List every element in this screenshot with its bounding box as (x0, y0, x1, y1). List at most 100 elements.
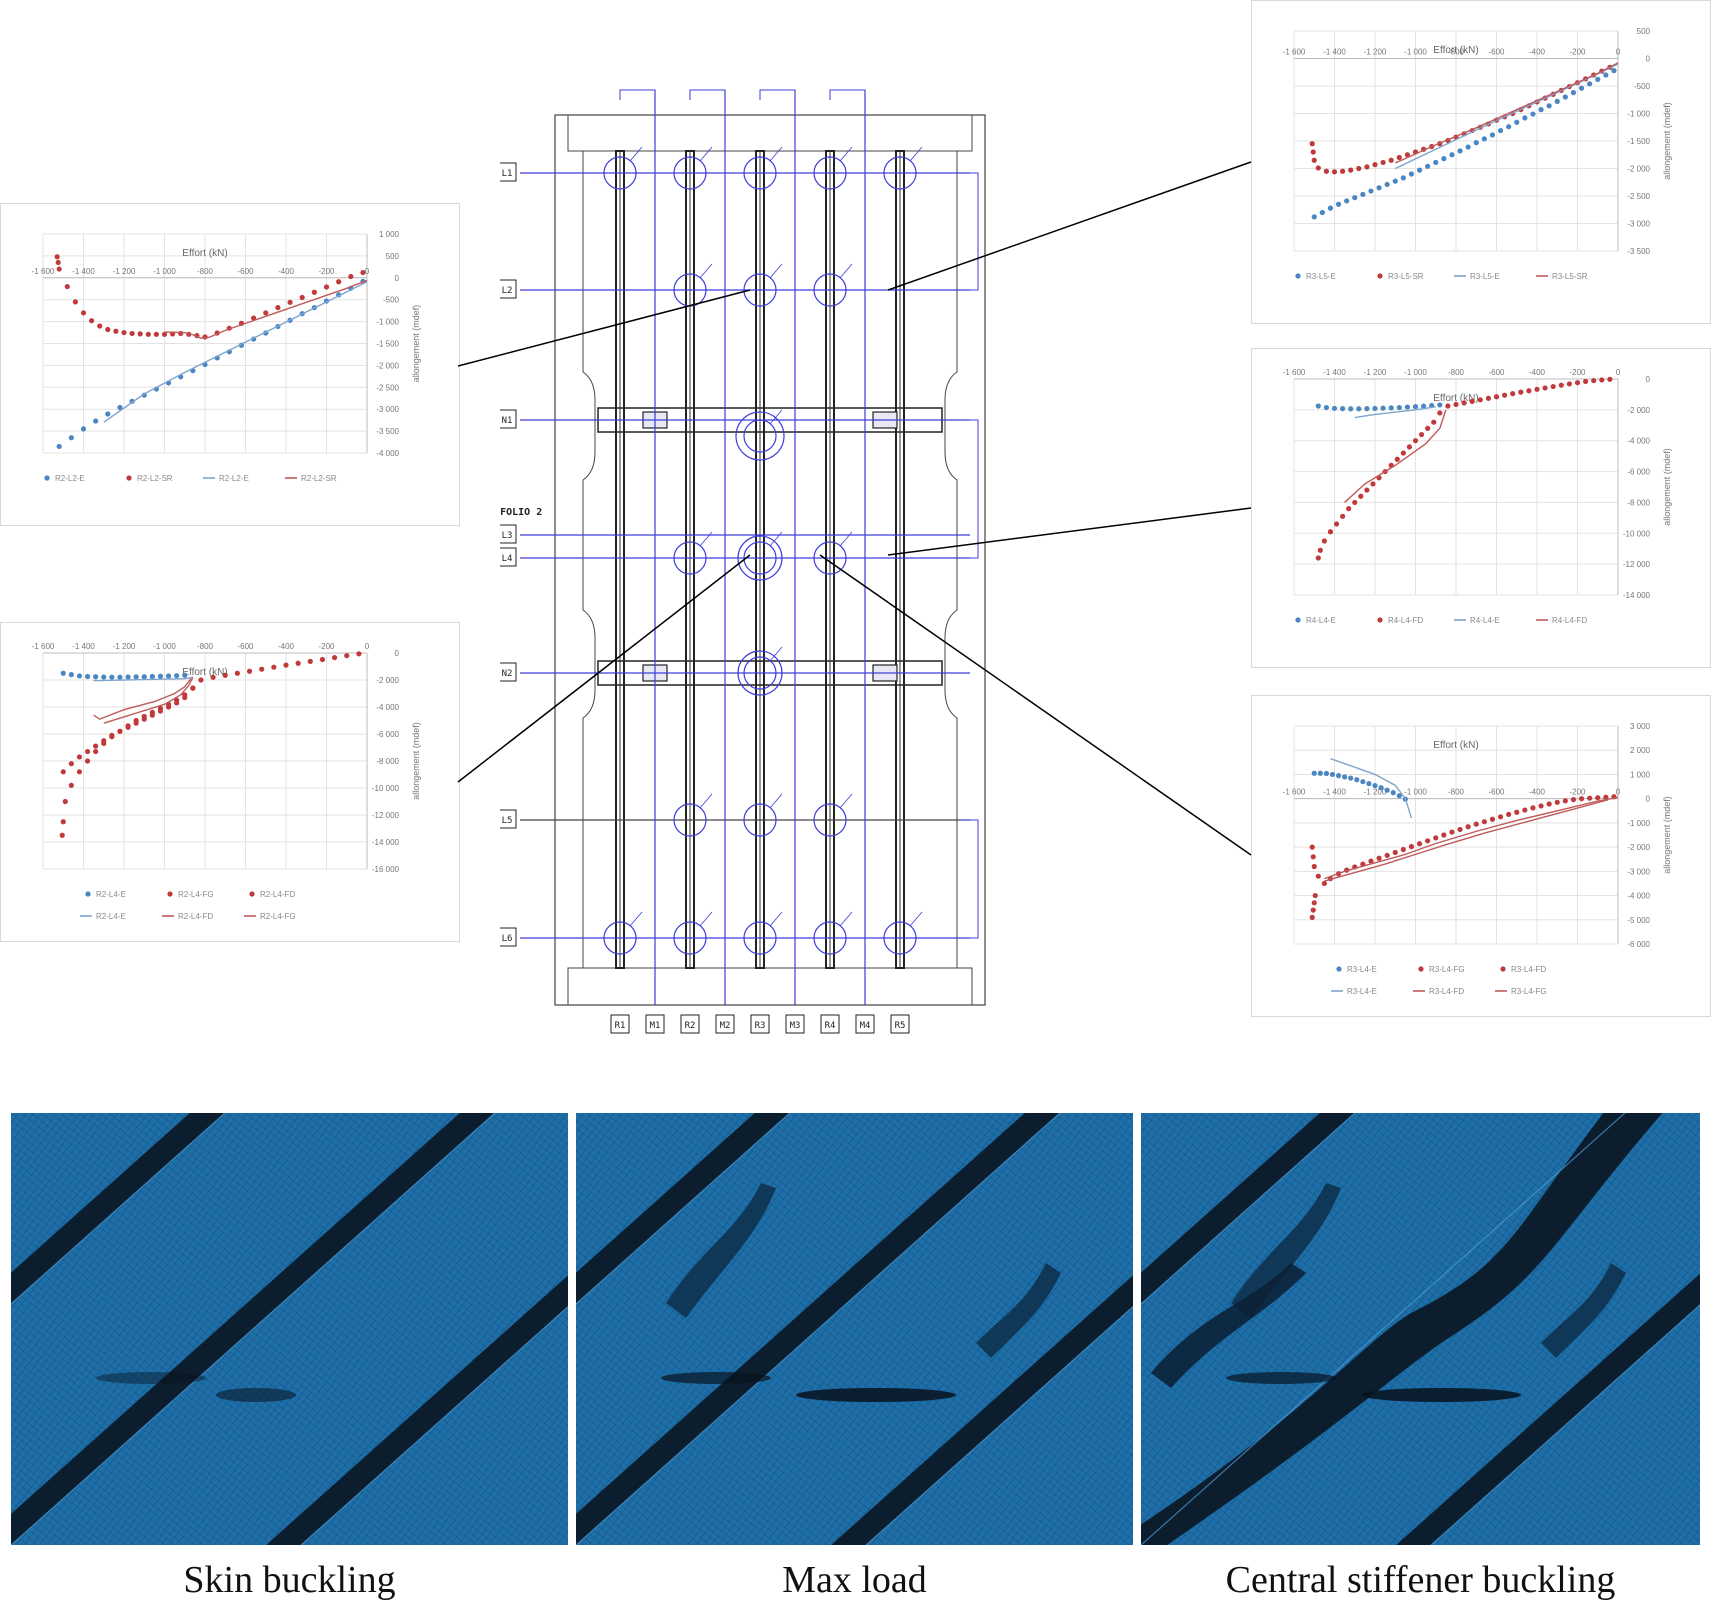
col-label-box (610, 1014, 630, 1034)
data-point (1311, 900, 1317, 906)
fem-mesh-max-load (576, 1113, 1133, 1545)
leader-line (839, 793, 853, 809)
series-line (164, 279, 368, 339)
data-point (1603, 794, 1609, 800)
legend-label: R3-L4-FG (1429, 965, 1465, 974)
data-point (84, 758, 91, 764)
chart-r3-l5: -1 600 -1 400 -1 200 -1 000 -800 -600 -400 -200… (1251, 0, 1711, 324)
data-point (1331, 169, 1338, 175)
legend-swatch (167, 891, 173, 897)
y-tick-label: -14 000 (372, 838, 400, 847)
data-point (1506, 811, 1512, 818)
legend-label: R4-L4-E (1306, 616, 1336, 625)
x-tick-label: -1 200 (1364, 368, 1387, 377)
chart-svg-r3-l4: -1 600 -1 400 -1 200 -1 000 -800 -600 -400 -200… (1283, 722, 1672, 996)
mesh-surface (576, 1113, 1133, 1545)
data-point (1425, 838, 1431, 844)
data-point (344, 653, 350, 659)
y-tick-label: -14 000 (1623, 591, 1651, 600)
x-tick-label: -600 (1488, 48, 1505, 57)
data-point (1591, 377, 1597, 384)
data-point (1356, 406, 1362, 412)
y-tick-label: -2 000 (376, 676, 399, 685)
x-tick-label: -400 (1529, 368, 1546, 377)
x-tick-label: -1 400 (72, 642, 95, 651)
data-point (1603, 72, 1609, 78)
data-point (1453, 401, 1459, 408)
leader-line (769, 646, 783, 662)
leader-line (839, 911, 853, 927)
buckle-wave (1231, 1183, 1341, 1318)
x-tick-label: -800 (197, 267, 214, 276)
gauge-circle (813, 156, 847, 190)
fem-max-load (576, 1113, 1133, 1545)
gauge-circle (673, 156, 707, 190)
y-tick-label: 0 (1646, 55, 1651, 64)
data-point (153, 331, 159, 337)
y-tick-label: -5 000 (1627, 916, 1650, 925)
buckle-wave (1541, 1263, 1626, 1358)
data-point (72, 299, 78, 305)
legend-label: R4-L4-FD (1552, 616, 1587, 625)
y-tick-label: -3 500 (1627, 247, 1650, 256)
y-tick-label: -10 000 (372, 784, 400, 793)
fem-mesh-skin-buckling (11, 1113, 568, 1545)
data-point (1522, 115, 1528, 121)
y-tick-label: -2 500 (376, 383, 399, 392)
data-point (323, 284, 330, 290)
data-point (1315, 555, 1321, 561)
x-tick-label: -1 200 (113, 267, 136, 276)
data-point (1607, 376, 1613, 382)
x-tick-label: -1 000 (153, 267, 176, 276)
y-tick-label: -500 (383, 296, 400, 305)
dimension-bracket (960, 419, 979, 559)
legend-label: R3-L5-E (1306, 272, 1336, 281)
data-point (76, 769, 83, 775)
x-tick-label: -200 (1569, 368, 1586, 377)
leader-line (909, 146, 923, 162)
data-point (1473, 140, 1479, 146)
data-point (299, 294, 305, 301)
legend-label: R3-L5-SR (1552, 272, 1588, 281)
data-point (76, 673, 83, 679)
y-axis-label: allongement (mdef) (1662, 102, 1672, 180)
stiffener-edge (300, 1305, 568, 1545)
data-point (125, 674, 131, 680)
leader-line (699, 793, 713, 809)
data-point (1570, 797, 1577, 803)
data-point (234, 670, 240, 676)
row-label: N1 (502, 416, 513, 426)
data-point (117, 404, 123, 411)
dimension-bracket (759, 89, 796, 100)
data-point (1485, 395, 1491, 401)
caption-central-stiffener-buckling: Central stiffener buckling (1225, 1559, 1616, 1601)
col-label: R3 (755, 1021, 766, 1031)
data-point (145, 331, 151, 337)
stiffener-edge (576, 1113, 1061, 1545)
row-label: L1 (502, 169, 513, 179)
x-tick-label: -600 (1488, 788, 1505, 797)
legend-label: R2-L4-FD (260, 890, 295, 899)
y-tick-label: 0 (1646, 795, 1651, 804)
gauge-circle (673, 803, 707, 837)
row-label-box (500, 162, 517, 182)
data-point (101, 674, 107, 680)
y-tick-label: -1 000 (1627, 110, 1650, 119)
x-tick-label: -600 (237, 642, 254, 651)
leader-line (699, 146, 713, 162)
chart-r2-l2: -1 600 -1 400 -1 200 -1 000 -800 -600 -400 -200… (0, 203, 460, 526)
y-tick-label: -12 000 (372, 811, 400, 820)
data-point (1599, 377, 1605, 383)
col-label-box (785, 1014, 805, 1034)
x-tick-label: -800 (197, 642, 214, 651)
data-point (1562, 798, 1568, 804)
y-tick-label: -3 000 (1627, 220, 1650, 229)
deformation-shadow (96, 1372, 206, 1384)
data-point (1538, 803, 1544, 809)
data-point (1348, 775, 1354, 781)
leader-line (769, 531, 783, 547)
data-point (1431, 419, 1437, 425)
legend-label: R2-L2-SR (301, 474, 337, 483)
series-line (1394, 62, 1619, 164)
x-tick-label: -400 (1529, 788, 1546, 797)
